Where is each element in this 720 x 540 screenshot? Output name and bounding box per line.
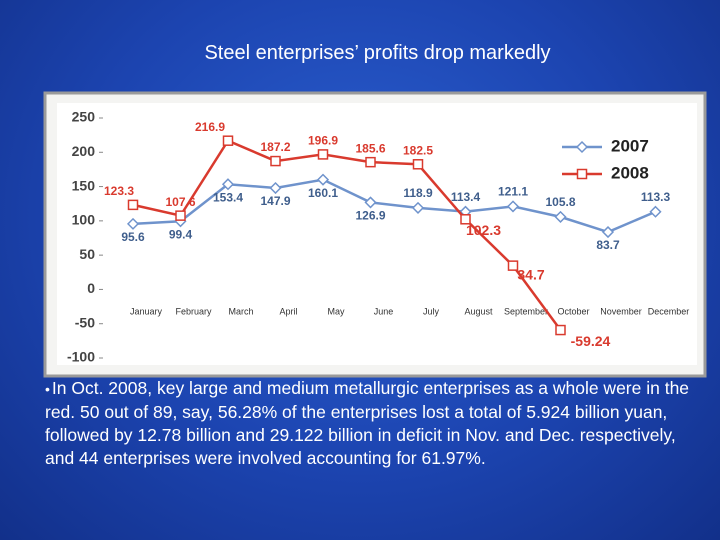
point-marker — [364, 196, 377, 209]
series-line — [132, 139, 562, 331]
x-tick-label: November — [600, 306, 642, 316]
x-tick-label: June — [374, 306, 394, 316]
point-marker — [316, 173, 330, 186]
data-label: 113.3 — [641, 190, 671, 204]
data-label: 182.5 — [403, 143, 433, 157]
data-label: 121.1 — [498, 185, 528, 199]
data-label: 147.9 — [260, 194, 290, 208]
x-tick-label: July — [423, 306, 440, 316]
x-tick-label: August — [464, 306, 493, 316]
x-tick-label: September — [504, 306, 548, 316]
legend-marker — [576, 168, 588, 180]
y-tick-label: 100 — [72, 212, 96, 228]
data-label: 113.4 — [451, 190, 481, 204]
data-label: 107.6 — [165, 195, 195, 209]
data-label: 185.6 — [355, 141, 385, 155]
data-label: 102.3 — [466, 222, 501, 238]
data-label: 95.6 — [121, 230, 145, 244]
legend-marker — [575, 140, 589, 154]
x-tick-label: March — [228, 306, 253, 316]
point-marker — [126, 217, 140, 230]
data-label: 34.7 — [517, 266, 544, 282]
y-tick-label: 0 — [87, 280, 95, 296]
y-tick-label: 250 — [72, 109, 96, 125]
data-label: -59.24 — [571, 333, 611, 349]
data-label: 216.9 — [195, 120, 225, 134]
point-marker — [554, 210, 567, 223]
y-tick-label: 150 — [72, 177, 96, 193]
point-marker — [269, 181, 282, 195]
point-marker — [555, 324, 566, 336]
y-tick-label: 200 — [72, 143, 96, 159]
point-marker — [507, 260, 519, 271]
y-tick-label: 50 — [79, 246, 95, 262]
data-label: 99.4 — [169, 227, 193, 241]
slide-title: Steel enterprises’ profits drop markedly — [204, 42, 551, 64]
point-marker — [317, 149, 329, 160]
y-tick-label: -100 — [67, 349, 95, 365]
x-tick-label: January — [130, 306, 163, 316]
point-marker — [649, 205, 662, 218]
chart: -100 -50 0 50 100 150 200 250 January February Mar… — [43, 91, 707, 378]
series-line — [132, 178, 656, 234]
point-marker — [506, 200, 520, 213]
x-tick-label: February — [175, 306, 212, 316]
point-marker — [221, 178, 235, 191]
point-marker — [412, 159, 424, 170]
point-marker — [365, 156, 376, 168]
data-label: 118.9 — [403, 186, 433, 200]
point-marker — [411, 201, 425, 214]
data-label: 196.9 — [308, 134, 338, 148]
data-label: 126.9 — [355, 209, 385, 223]
x-tick-label: April — [279, 306, 297, 316]
data-label: 105.8 — [545, 195, 575, 209]
data-label: 123.3 — [104, 184, 134, 198]
x-tick-label: December — [648, 306, 690, 316]
data-label: 160.1 — [308, 186, 338, 200]
y-tick-label: -50 — [75, 314, 95, 330]
data-label: 187.2 — [260, 140, 290, 154]
point-marker — [601, 225, 615, 239]
point-marker — [270, 155, 281, 167]
data-label: 153.4 — [213, 190, 243, 204]
x-tick-label: May — [327, 306, 345, 316]
point-marker — [460, 214, 471, 225]
legend-label: 2007 — [611, 136, 649, 155]
point-marker — [127, 199, 139, 211]
bullet-text: In Oct. 2008, key large and medium metal… — [45, 377, 695, 470]
x-tick-label: October — [557, 306, 589, 316]
legend-label: 2008 — [611, 163, 649, 182]
point-marker — [222, 135, 234, 146]
data-label: 83.7 — [596, 238, 620, 252]
point-marker — [175, 210, 186, 221]
